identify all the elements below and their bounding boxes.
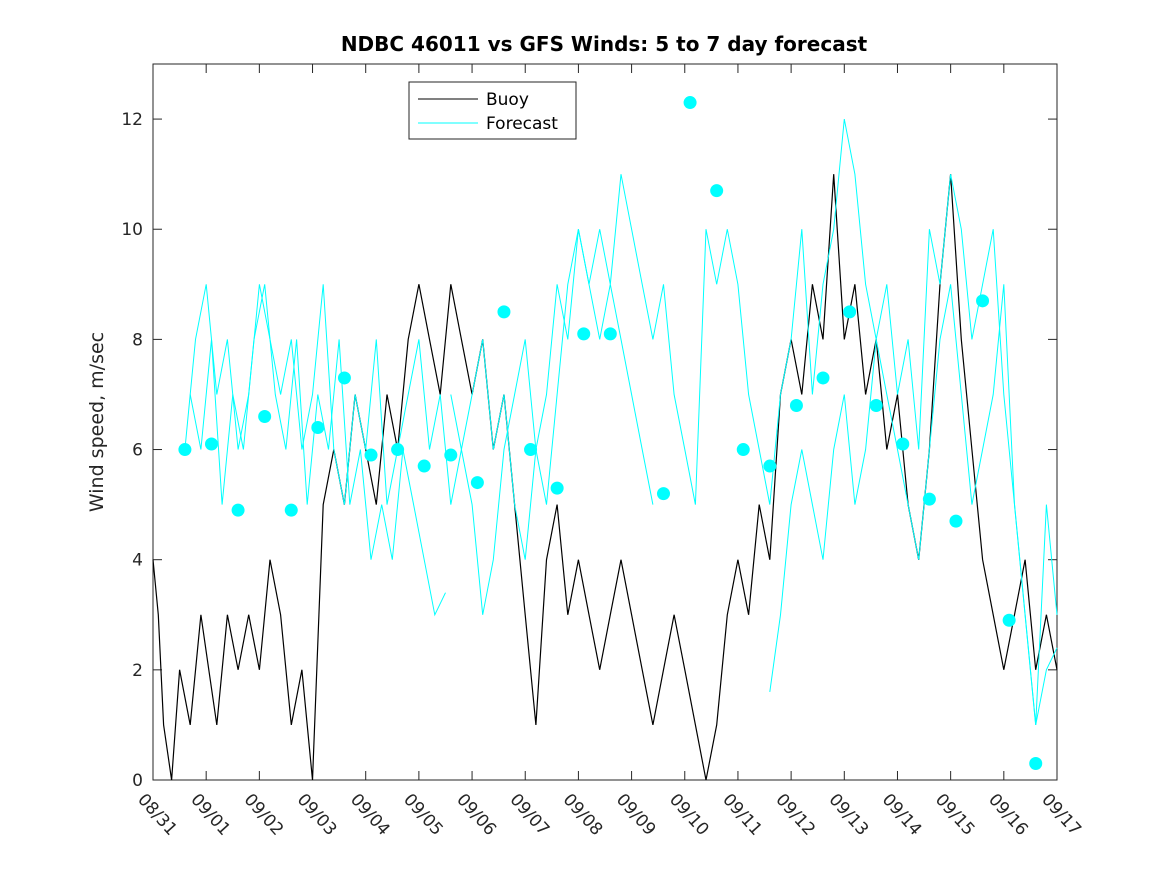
- forecast-marker: [976, 294, 990, 308]
- forecast-marker: [258, 409, 272, 423]
- forecast-marker: [364, 448, 378, 462]
- forecast-marker: [736, 443, 750, 457]
- forecast-marker: [710, 184, 724, 198]
- forecast-marker: [763, 459, 777, 473]
- y-tick-label: 6: [132, 441, 143, 461]
- legend-label-buoy: Buoy: [486, 90, 529, 110]
- forecast-marker: [789, 398, 803, 412]
- forecast-marker: [337, 371, 351, 385]
- forecast-marker: [843, 305, 857, 319]
- forecast-marker: [816, 371, 830, 385]
- axes-box: [152, 63, 1058, 781]
- forecast-marker: [603, 327, 617, 341]
- forecast-marker: [497, 305, 511, 319]
- forecast-series-line: [184, 119, 1058, 725]
- y-tick-label: 12: [121, 110, 143, 130]
- y-tick-label: 8: [132, 330, 143, 350]
- y-tick-label: 2: [132, 661, 143, 681]
- forecast-marker: [869, 398, 883, 412]
- forecast-marker: [524, 443, 538, 457]
- y-tick-label: 0: [132, 771, 143, 791]
- forecast-marker: [949, 514, 963, 528]
- forecast-marker: [656, 487, 670, 501]
- forecast-marker: [683, 96, 697, 110]
- forecast-marker: [896, 437, 910, 451]
- forecast-marker: [1029, 756, 1043, 770]
- forecast-marker: [284, 503, 298, 517]
- y-tick-label: 10: [121, 220, 143, 240]
- chart-title: NDBC 46011 vs GFS Winds: 5 to 7 day fore…: [341, 32, 868, 56]
- forecast-marker: [178, 443, 192, 457]
- forecast-marker: [391, 443, 405, 457]
- forecast-marker: [231, 503, 245, 517]
- legend-box: [408, 81, 577, 140]
- forecast-marker: [417, 459, 431, 473]
- forecast-marker: [550, 481, 564, 495]
- forecast-marker: [1002, 613, 1016, 627]
- forecast-series-line: [450, 229, 654, 615]
- forecast-marker: [577, 327, 591, 341]
- forecast-marker: [922, 492, 936, 506]
- forecast-marker: [444, 448, 458, 462]
- legend-label-forecast: Forecast: [486, 114, 558, 134]
- forecast-marker: [311, 421, 325, 435]
- forecast-marker: [204, 437, 218, 451]
- y-axis-label: Wind speed, m/sec: [86, 332, 108, 512]
- y-tick-label: 4: [132, 551, 143, 571]
- forecast-series-line: [769, 284, 1058, 725]
- forecast-marker: [470, 476, 484, 490]
- legend: Buoy Forecast: [408, 81, 577, 140]
